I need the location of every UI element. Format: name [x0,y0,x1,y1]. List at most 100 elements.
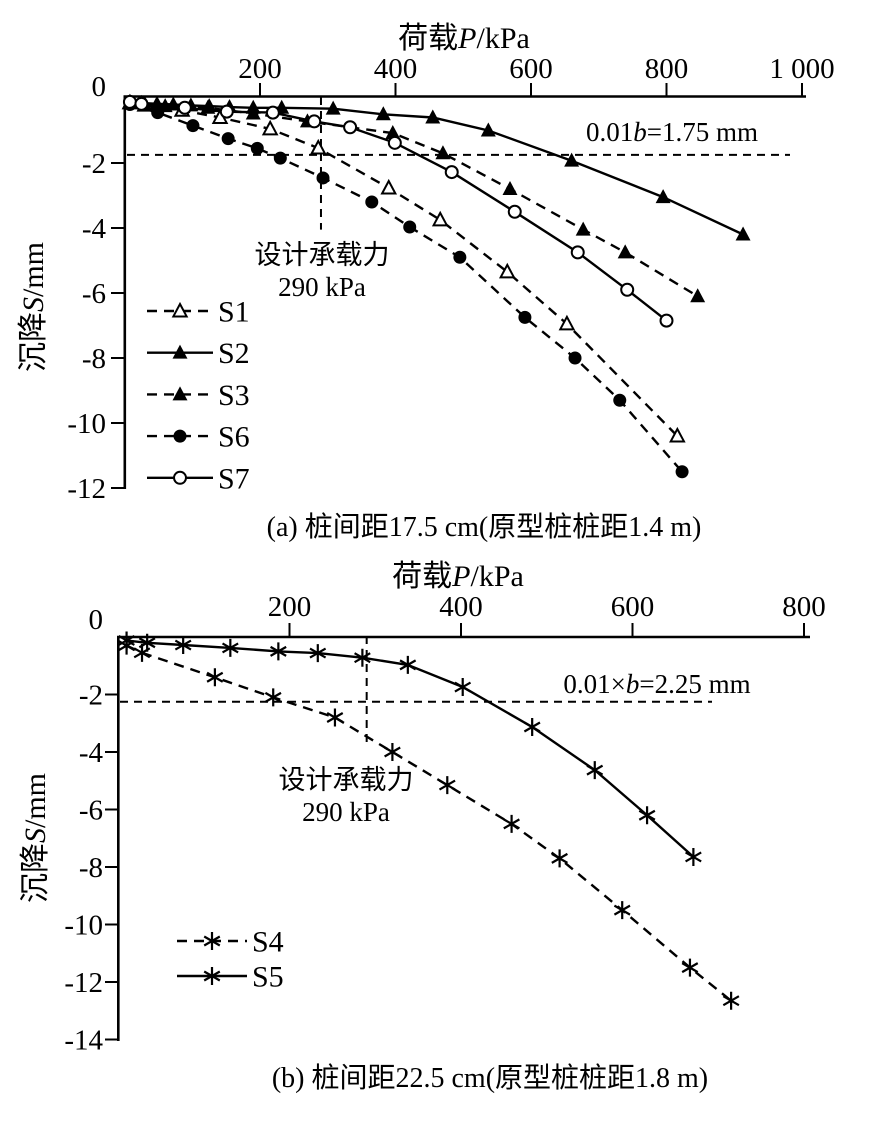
legend-label: S7 [218,462,250,495]
series-s6-marker [221,132,235,146]
y-tick-label: -10 [64,910,103,942]
legend-marker-asterisk [203,967,221,985]
x-tick-label: 600 [611,591,655,623]
series-s4-marker [206,668,224,687]
series-s7-marker [177,100,192,115]
series-s2-marker [735,226,751,241]
legend-marker-triangle-open [171,301,189,318]
chart-b-design-label-line2: 290 kPa [302,797,390,827]
series-s6-marker [518,310,532,324]
y-tick-label: 0 [89,604,104,636]
chart-b-caption: (b) 桩间距22.5 cm(原型桩桩距1.8 m) [272,1062,708,1094]
legend-label: S4 [252,926,284,959]
y-tick-label: -8 [79,852,103,884]
y-tick-label: -4 [82,213,107,245]
series-s6-marker [403,220,417,234]
series-s6-marker [250,141,264,155]
series-s5-marker [221,638,239,657]
chart-a-limit-annotation: 0.01b=1.75 mm [586,117,758,147]
series-s7-marker [265,105,280,120]
series-s4-marker [438,776,456,795]
series-s6-marker [273,151,287,165]
series-s4-marker [551,849,568,868]
series-s7-marker [307,114,322,129]
series-s5-marker [138,633,156,652]
series-s2-marker [564,152,580,167]
y-tick-label: 0 [92,71,107,103]
x-tick-label: 600 [509,53,553,85]
series-s3-marker [502,180,518,195]
series-s5-marker [270,642,287,661]
series-s4-marker [681,958,699,977]
series-s2-marker [480,122,496,137]
series-s2-marker [325,100,341,115]
chart-a-x-axis-title: 荷载P/kPa [398,22,530,55]
series-s6-line [129,103,684,473]
series-s1-marker [261,119,279,136]
series-s7-marker [659,313,674,328]
x-tick-label: 200 [238,53,282,85]
y-tick-label: -6 [79,795,103,827]
series-s2-marker [375,106,391,121]
series-s6-marker [316,171,330,185]
x-tick-label: 1 000 [769,53,834,85]
y-tick-label: -8 [82,343,106,375]
x-tick-label: 400 [374,53,418,85]
series-s7-marker [122,94,137,109]
series-s7-marker [387,135,402,150]
series-s7-marker [343,120,358,135]
x-tick-label: 800 [645,53,689,85]
legend-label: S5 [252,961,284,994]
series-s4-marker [326,708,344,727]
series-s1-marker [309,138,327,155]
series-s3-marker [690,288,706,303]
chart-b-design-label-line1: 设计承载力 [279,765,414,795]
legend-item-s2: S2 [147,337,250,370]
series-s4-marker [384,743,401,761]
legend-marker-asterisk [203,932,221,950]
series-s5-marker [586,761,604,780]
series-s5-marker [309,644,327,663]
legend-marker-circle-filled [173,429,187,443]
y-tick-label: -12 [64,967,103,999]
chart-b-limit-annotation: 0.01×b=2.25 mm [563,669,750,699]
series-s5-marker [399,655,417,674]
series-s3-marker [575,221,591,236]
legend-marker-triangle-filled [172,344,188,359]
chart-a-y-axis-title: 沉降S/mm [17,242,50,372]
series-s7-marker [219,104,234,119]
series-s1-marker [498,262,516,279]
series-s2-marker [425,109,441,124]
legend-item-s1: S1 [147,296,250,329]
legend-label: S6 [218,421,250,454]
series-s6-marker [453,250,467,264]
chart-a-axes [123,95,806,489]
series-s1-marker [558,314,576,331]
series-s6-marker [613,393,627,407]
chart-a-caption: (a) 桩间距17.5 cm(原型桩桩距1.4 m) [267,511,702,543]
legend-label: S1 [218,296,250,329]
series-s4-marker [503,814,520,833]
series-s5-marker [354,648,371,667]
chart-b: 荷载P/kPa 沉降S/mm 200 400 600 800 0 -2 -4 -6 -8 -10 -… [19,560,826,1094]
chart-a: 荷载P/kPa 沉降S/mm 200 400 600 800 1 000 0 -2 -4 -6 -… [17,22,835,543]
x-tick-label: 800 [782,591,826,623]
series-s6-marker [186,119,200,133]
series-s2-marker [655,189,671,204]
series-s3-marker [617,244,633,259]
series-s4-marker [264,688,282,707]
y-tick-label: -14 [64,1025,103,1057]
series-s1-marker [380,178,398,195]
series-s6-marker [675,465,689,479]
chart-b-axes [117,635,810,1041]
series-s6-marker [365,195,379,209]
legend-item-s6: S6 [147,421,250,454]
series-s6-marker [151,106,165,120]
y-tick-label: -4 [79,737,104,769]
series-s5-marker [685,847,702,866]
chart-a-design-label-line1: 设计承载力 [255,240,390,270]
series-s5-marker [523,717,541,736]
y-tick-label: -12 [67,473,106,505]
chart-a-design-label-line2: 290 kPa [278,272,366,302]
